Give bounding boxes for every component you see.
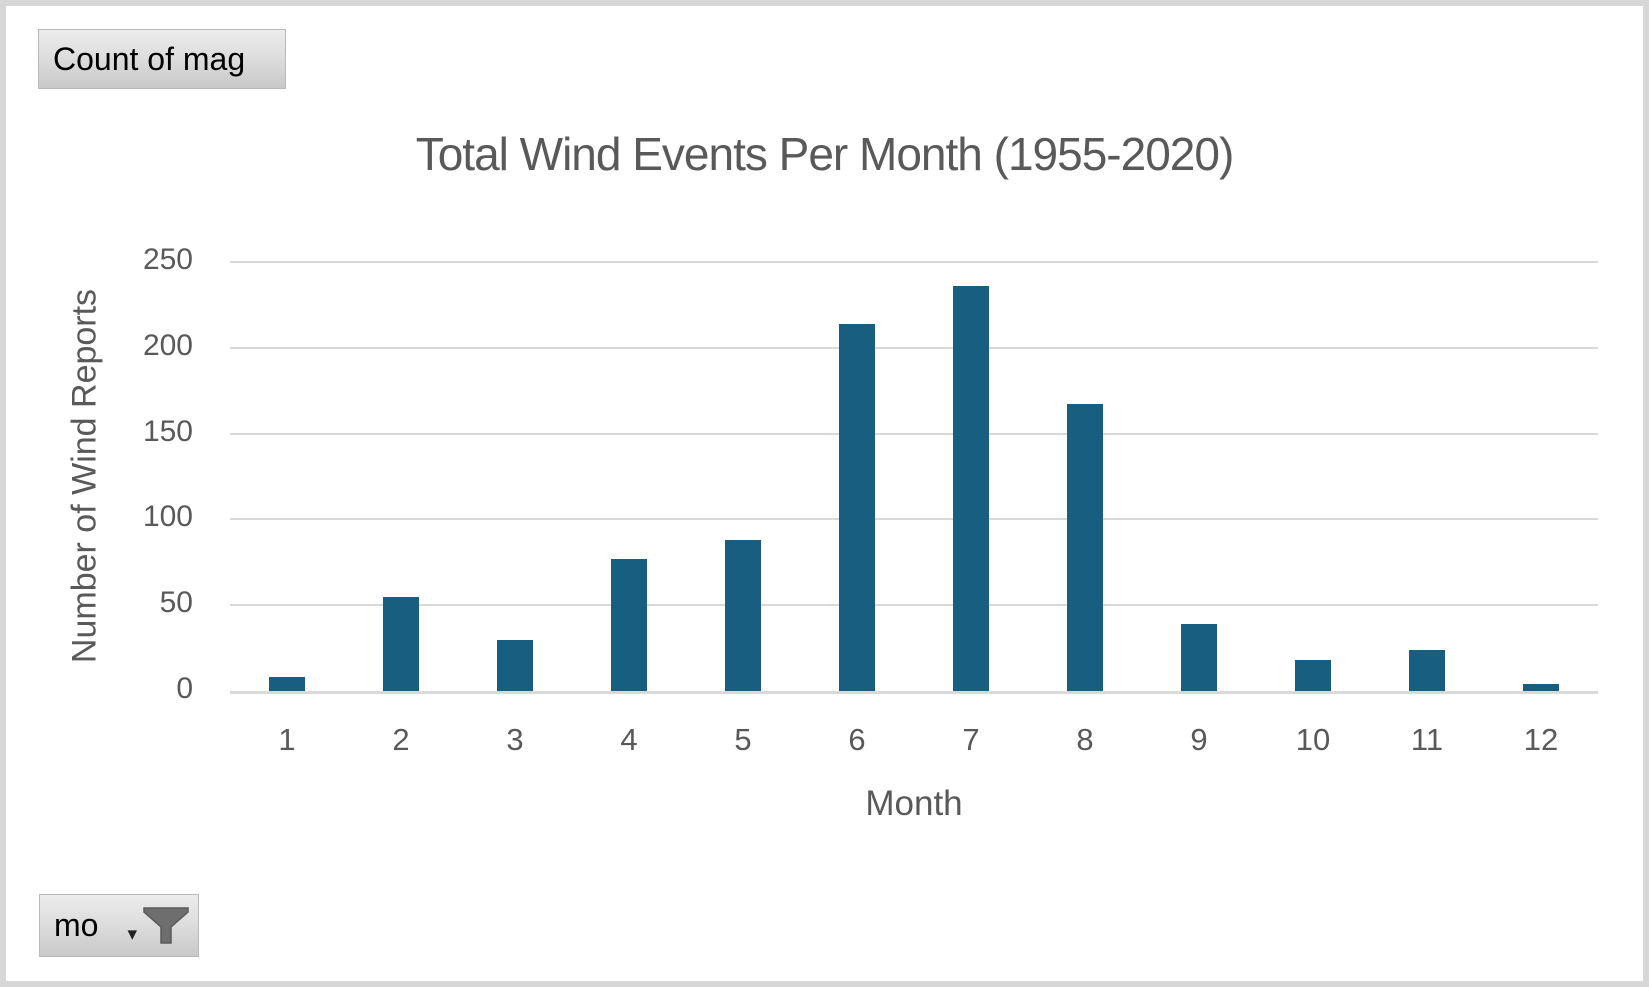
gridline-50	[230, 604, 1598, 607]
bar-month-9[interactable]	[1181, 624, 1217, 691]
bar-month-8[interactable]	[1067, 404, 1103, 691]
x-tick-label-11: 11	[1410, 722, 1444, 757]
y-tick-label-150: 150	[142, 414, 193, 448]
value-field-button[interactable]: Count of mag	[38, 29, 286, 89]
bar-month-1[interactable]	[269, 677, 305, 691]
x-tick-label-2: 2	[392, 722, 410, 757]
gridline-150	[230, 432, 1598, 435]
bar-month-2[interactable]	[383, 597, 419, 691]
bar-month-10[interactable]	[1295, 660, 1331, 691]
bar-month-6[interactable]	[839, 324, 875, 691]
x-axis-line	[230, 691, 1598, 694]
funnel-icon[interactable]	[142, 907, 190, 944]
plot-area	[230, 261, 1598, 694]
y-tick-label-250: 250	[142, 243, 193, 276]
axis-field-button-mo[interactable]: mo ▾	[39, 894, 199, 957]
y-tick-label-200: 200	[142, 328, 193, 362]
y-tick-label-0: 0	[176, 672, 193, 705]
caret-down-icon[interactable]: ▾	[127, 924, 137, 945]
x-tick-label-3: 3	[506, 722, 524, 757]
x-tick-label-9: 9	[1190, 722, 1208, 757]
gridline-250	[230, 261, 1598, 263]
x-tick-label-1: 1	[278, 722, 296, 757]
x-tick-label-5: 5	[734, 722, 752, 757]
x-tick-label-8: 8	[1076, 722, 1094, 757]
gridline-200	[230, 346, 1598, 349]
chart-title: Total Wind Events Per Month (1955-2020)	[415, 128, 1235, 180]
bar-month-7[interactable]	[953, 286, 989, 691]
bar-month-5[interactable]	[725, 540, 761, 691]
x-tick-label-7: 7	[962, 722, 980, 757]
x-axis-title: Month	[865, 784, 963, 823]
x-tick-label-12: 12	[1523, 722, 1559, 757]
axis-field-label: mo	[54, 907, 99, 943]
bar-month-11[interactable]	[1409, 650, 1445, 691]
bar-month-3[interactable]	[497, 640, 533, 691]
gridline-100	[230, 518, 1598, 521]
x-tick-label-4: 4	[620, 722, 638, 757]
y-tick-label-100: 100	[142, 500, 193, 534]
bar-month-12[interactable]	[1523, 684, 1559, 691]
x-axis-tick-labels: 1 2 3 4 5 6 7 8 9 10 11 12	[230, 722, 1598, 762]
bar-month-4[interactable]	[611, 559, 647, 691]
x-tick-label-6: 6	[848, 722, 866, 757]
y-tick-label-50: 50	[159, 586, 193, 620]
x-tick-label-10: 10	[1295, 722, 1331, 757]
